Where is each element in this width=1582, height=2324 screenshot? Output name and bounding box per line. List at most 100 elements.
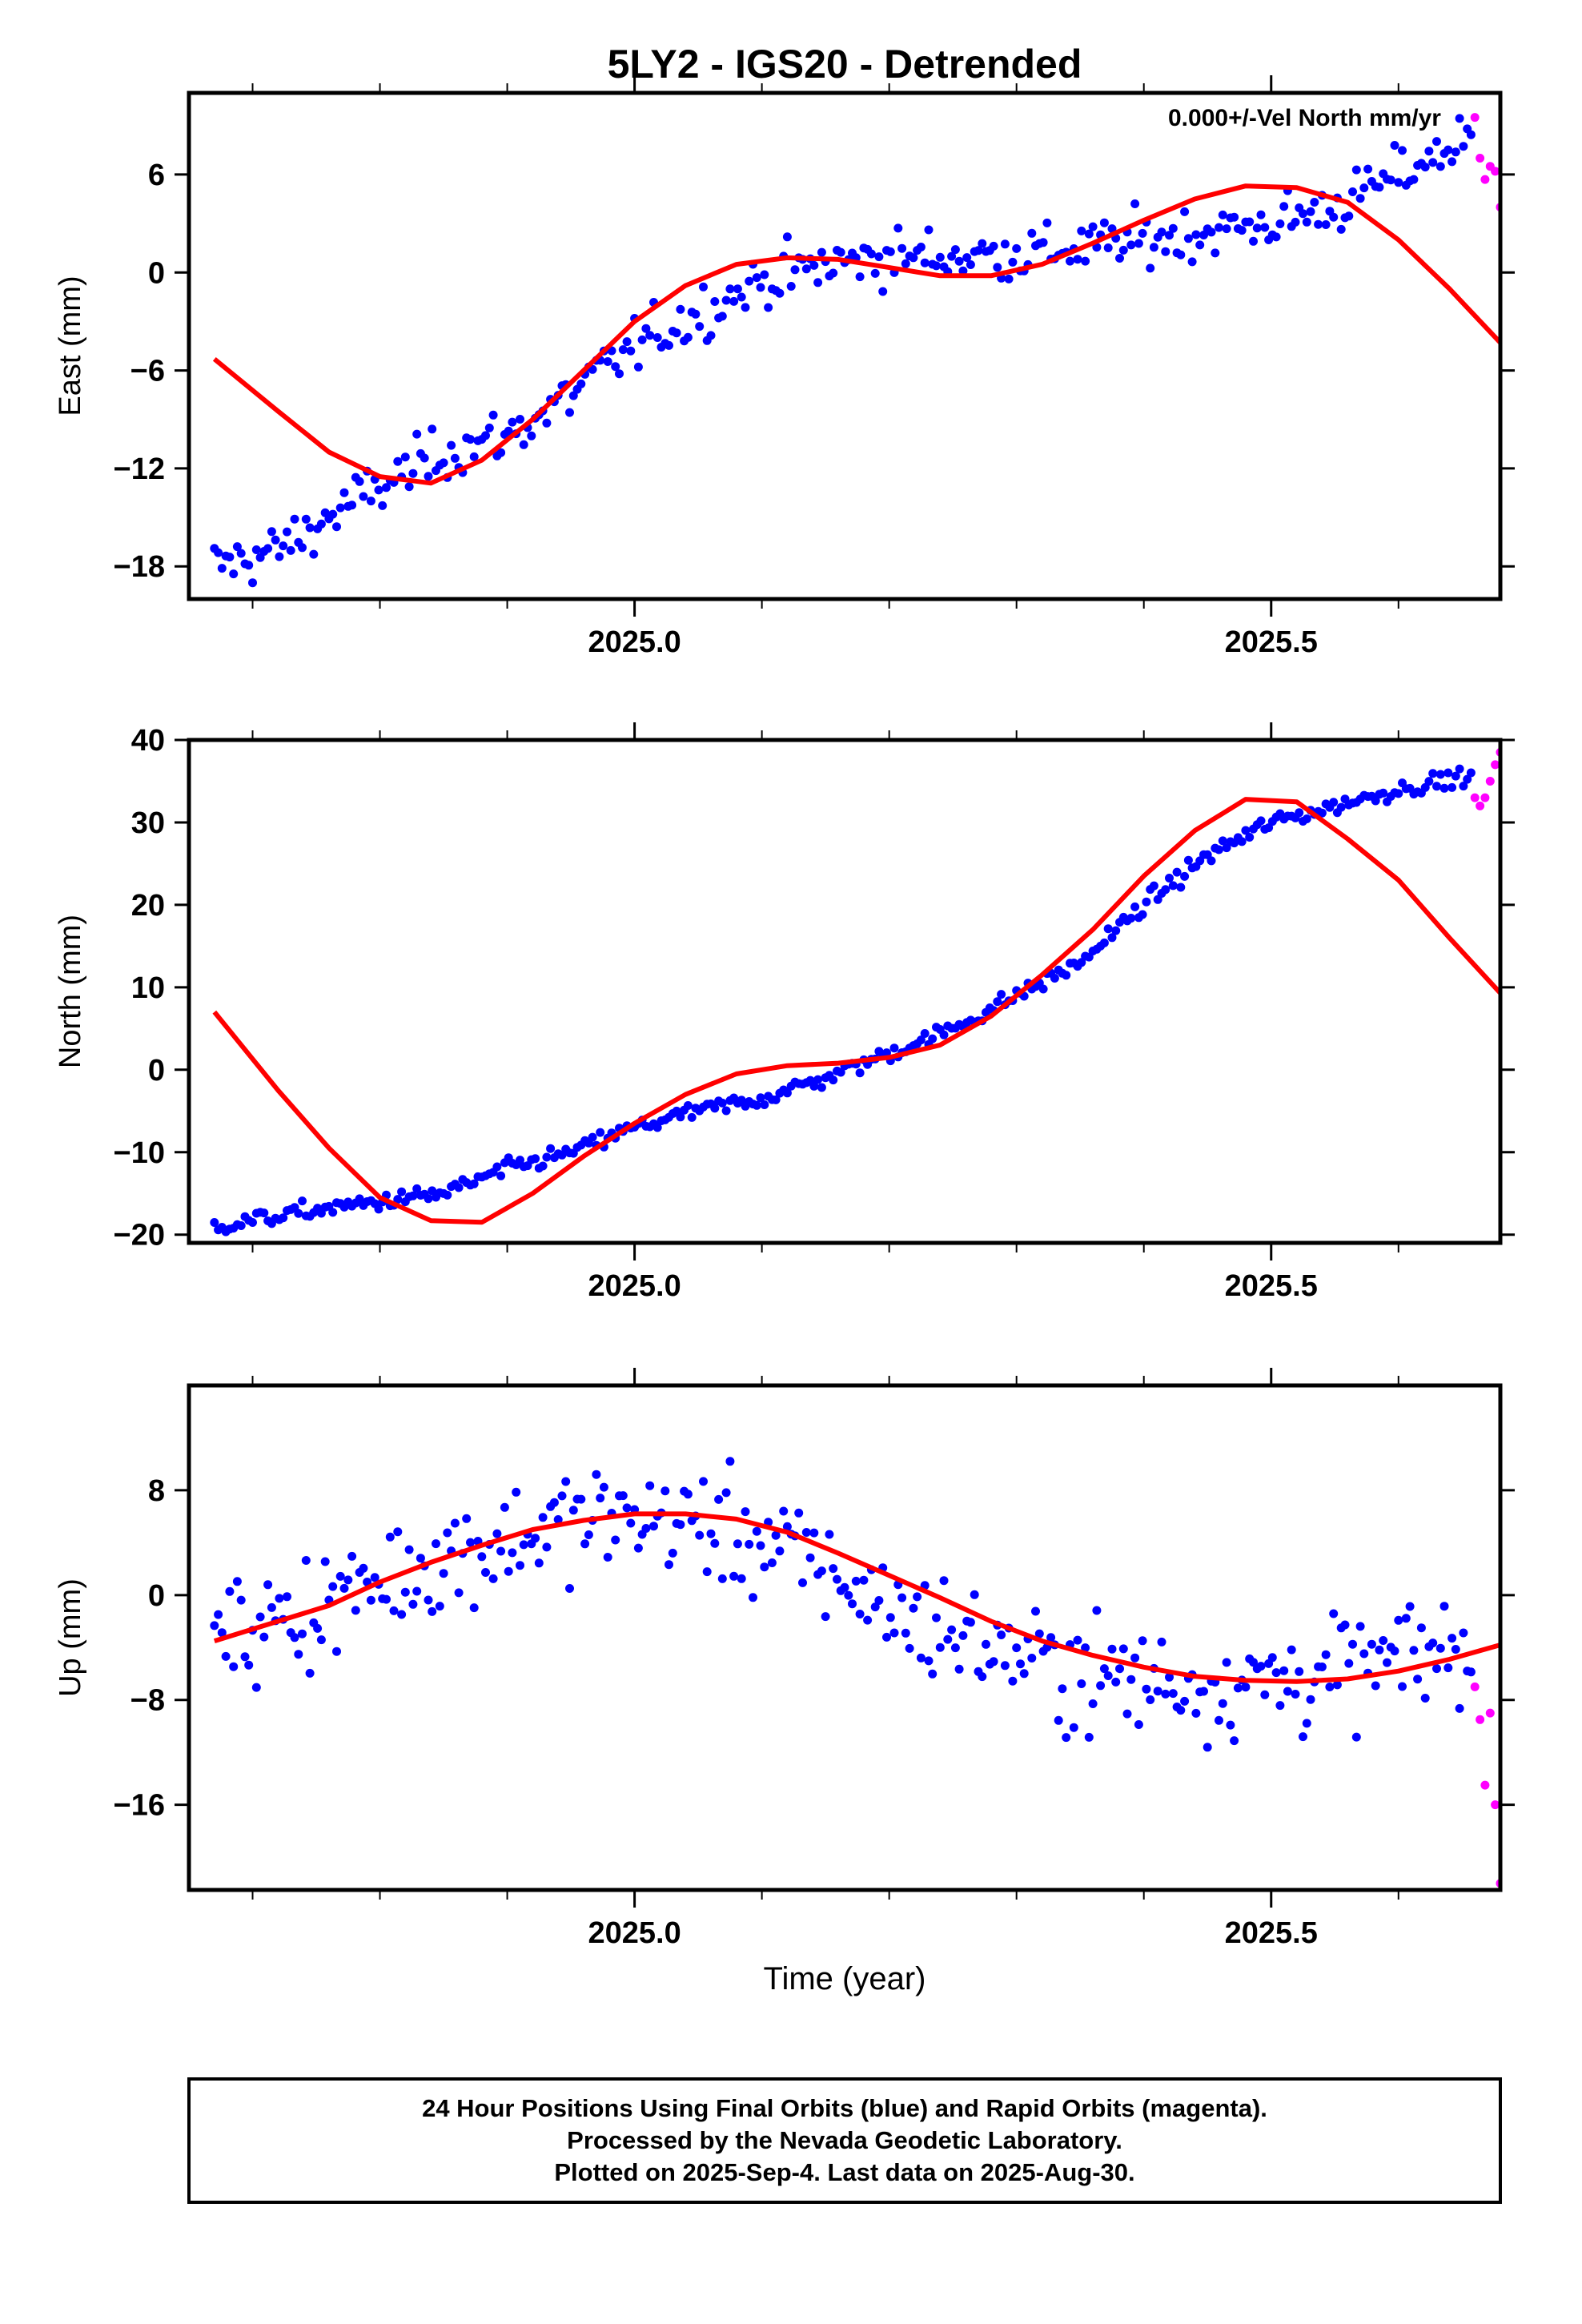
final-orbit-point [1455,1703,1464,1713]
final-orbit-point [393,1527,403,1537]
final-orbit-point [626,346,636,356]
final-orbit-point [516,1156,524,1165]
final-orbit-point [855,1068,865,1078]
final-orbit-point [1161,1689,1170,1699]
final-orbit-point [424,1595,433,1605]
final-orbit-point [1115,1664,1124,1674]
final-orbit-point [1325,1683,1335,1691]
final-orbit-point [954,256,964,266]
final-orbit-point [229,569,239,579]
final-orbit-point [645,1481,655,1490]
y-axis-label: North (mm) [54,915,87,1068]
final-orbit-point [553,1515,563,1524]
final-orbit-point [374,1204,383,1214]
final-orbit-point [408,468,418,478]
final-orbit-point [496,448,506,457]
final-orbit-point [1180,871,1190,881]
final-orbit-point [519,1540,528,1550]
final-orbit-point [1275,1701,1285,1711]
final-orbit-point [1451,147,1460,157]
final-orbit-point [801,1528,811,1537]
final-orbit-point [1394,789,1403,798]
final-orbit-point [1245,217,1255,227]
final-orbit-point [786,282,796,291]
final-orbit-point [481,431,490,440]
final-orbit-point [236,1595,246,1605]
final-orbit-point [283,1592,291,1602]
final-orbit-point [568,391,578,400]
final-orbit-point [469,1603,479,1613]
y-tick-label: 40 [131,724,165,758]
final-orbit-point [1416,1623,1426,1633]
rapid-orbit-point [1476,801,1485,810]
final-orbit-point [652,333,662,342]
final-orbit-point [416,1554,425,1563]
final-orbit-point [359,1563,368,1573]
model-curve [212,797,1500,1225]
rapid-orbit-point [1491,167,1500,176]
x-tick-label: 2025.0 [588,625,681,659]
final-orbit-point [943,1634,953,1644]
final-orbit-point [909,1603,918,1613]
final-orbit-point [641,1524,651,1533]
final-orbit-point [1222,224,1231,234]
final-orbit-point [1317,808,1327,818]
final-orbit-point [339,1583,349,1593]
final-orbit-point [267,527,276,537]
final-orbit-point [798,1578,807,1587]
x-tick-label: 2025.5 [1225,1269,1318,1303]
final-orbit-point [901,259,910,268]
final-orbit-point [1134,239,1143,248]
final-orbit-point [1118,1644,1128,1654]
final-orbit-point [1379,1636,1388,1645]
final-orbit-point [1267,1653,1277,1663]
final-orbit-point [1176,250,1186,259]
final-orbit-point [393,1195,403,1204]
final-orbit-point [1390,1647,1399,1656]
footer-line-3: Plotted on 2025-Sep-4. Last data on 2025… [554,2158,1134,2186]
x-tick-label: 2025.0 [588,1916,681,1950]
final-orbit-point [596,1128,605,1137]
final-orbit-point [1146,1695,1155,1704]
final-orbit-point [1443,1663,1453,1673]
final-orbit-point [275,1594,284,1603]
final-orbit-point [1435,1643,1445,1653]
final-orbit-point [928,1669,938,1679]
rapid-orbit-point [1480,175,1490,184]
final-orbit-point [932,261,941,271]
final-orbit-point [1420,1694,1430,1703]
final-orbit-point [450,1518,460,1528]
final-orbit-point [1222,1658,1231,1667]
final-orbit-point [229,1662,239,1671]
final-orbit-point [412,1586,422,1596]
final-orbit-point [855,272,865,282]
final-orbit-point [316,519,326,529]
final-orbit-point [225,553,235,562]
final-orbit-point [454,1588,464,1598]
final-orbit-point [1241,826,1251,835]
final-orbit-point [580,1539,590,1549]
final-orbit-point [443,1190,452,1200]
final-orbit-point [1111,926,1121,935]
final-orbit-point [305,523,315,533]
final-orbit-point [492,1162,502,1172]
final-orbit-point [721,1106,731,1116]
final-orbit-point [1329,212,1339,222]
final-orbit-point [1299,209,1307,219]
footer-line-2: Processed by the Nevada Geodetic Laborat… [567,2126,1122,2154]
plot-frame [187,1383,1503,1892]
final-orbit-point [1295,808,1304,818]
final-orbit-point [1103,1671,1113,1680]
panel-east: 2025.0 2025.5 6 0 −6 −12 −18 East (mm) 0.000+/-… [54,75,1515,659]
final-orbit-point [335,1571,345,1581]
rapid-orbit-point [1485,1708,1495,1718]
final-orbit-point [1211,248,1220,258]
final-orbit-point [1336,802,1346,812]
final-orbit-point [950,245,960,255]
rapid-orbit-point [1476,1715,1485,1724]
final-orbit-point [1439,1602,1449,1611]
final-orbit-point [687,1112,697,1122]
final-orbit-point [355,476,364,486]
final-orbit-point [1130,1653,1140,1663]
final-orbit-point [710,1538,720,1548]
